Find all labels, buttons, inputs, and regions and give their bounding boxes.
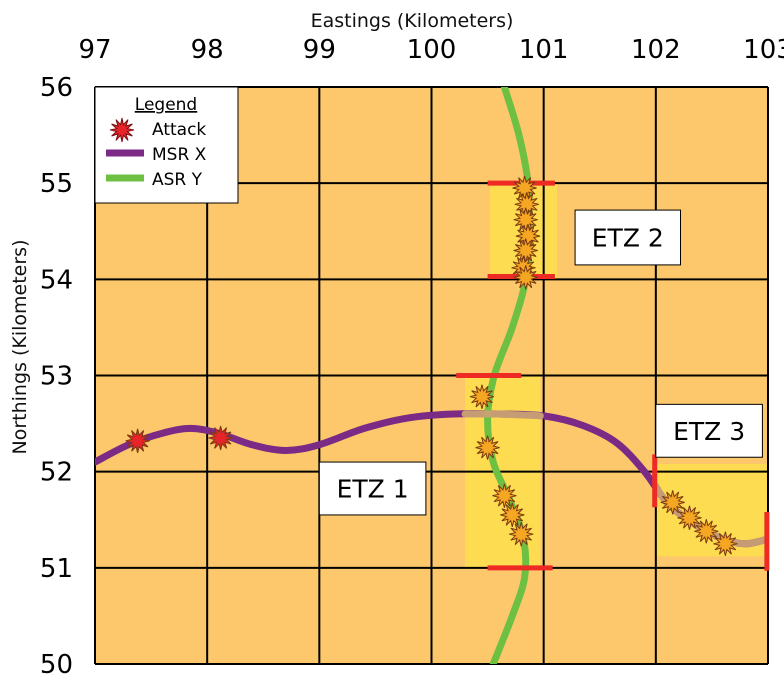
zone-label-1: ETZ 1	[337, 474, 409, 503]
zone-label-box-2	[574, 209, 682, 266]
legend: Legend Attack MSR X ASR Y	[94, 86, 239, 204]
zone-labels-layer: ETZ 1 ETZ 2 ETZ 3	[318, 209, 763, 516]
attack-marker	[125, 428, 150, 454]
attack-marker	[208, 425, 233, 451]
y-tick-label: 55	[40, 169, 73, 199]
x-axis-title: Eastings (Kilometers)	[311, 10, 514, 32]
attack-marker	[500, 502, 525, 528]
x-tick-label: 102	[631, 35, 681, 65]
attack-marker	[475, 435, 500, 460]
x-tick-label: 99	[303, 35, 336, 65]
legend-box	[94, 86, 239, 204]
attack-icon	[109, 117, 135, 143]
y-tick-label: 52	[40, 458, 73, 488]
attack-marker	[694, 519, 719, 544]
y-tick-label: 53	[40, 362, 73, 392]
y-tick-label: 51	[40, 554, 73, 584]
attack-marker	[660, 490, 685, 515]
zone-route-segment-1	[461, 410, 544, 420]
y-tick-label: 50	[40, 650, 73, 677]
axis-ticks: 97 98 99 100 101 102 103 50 51 52 53 54 55 56	[40, 35, 784, 677]
attack-marker	[713, 531, 738, 556]
legend-title: Legend	[135, 95, 197, 115]
attack-marker	[492, 483, 517, 508]
zone-label-box-1	[318, 461, 427, 516]
legend-entry-label: MSR X	[152, 145, 207, 165]
attack-marker	[509, 522, 534, 547]
x-tick-label: 101	[519, 35, 569, 65]
x-tick-label: 103	[743, 35, 784, 65]
y-tick-label: 56	[40, 73, 73, 103]
y-tick-label: 54	[40, 265, 73, 295]
zone-label-box-3	[655, 403, 763, 458]
zone-label-2: ETZ 2	[592, 224, 664, 253]
attack-marker	[513, 265, 538, 290]
attack-marker	[469, 384, 495, 409]
x-tick-label: 100	[407, 35, 457, 65]
x-tick-label: 98	[191, 35, 224, 65]
legend-entry-label: Attack	[152, 120, 206, 140]
attacks-layer	[125, 175, 738, 556]
attack-marker	[677, 505, 702, 530]
legend-entry-label: ASR Y	[152, 170, 203, 190]
zone-label-3: ETZ 3	[673, 417, 745, 446]
x-tick-label: 97	[78, 35, 111, 65]
y-axis-title: Northings (Kilometers)	[9, 240, 31, 455]
